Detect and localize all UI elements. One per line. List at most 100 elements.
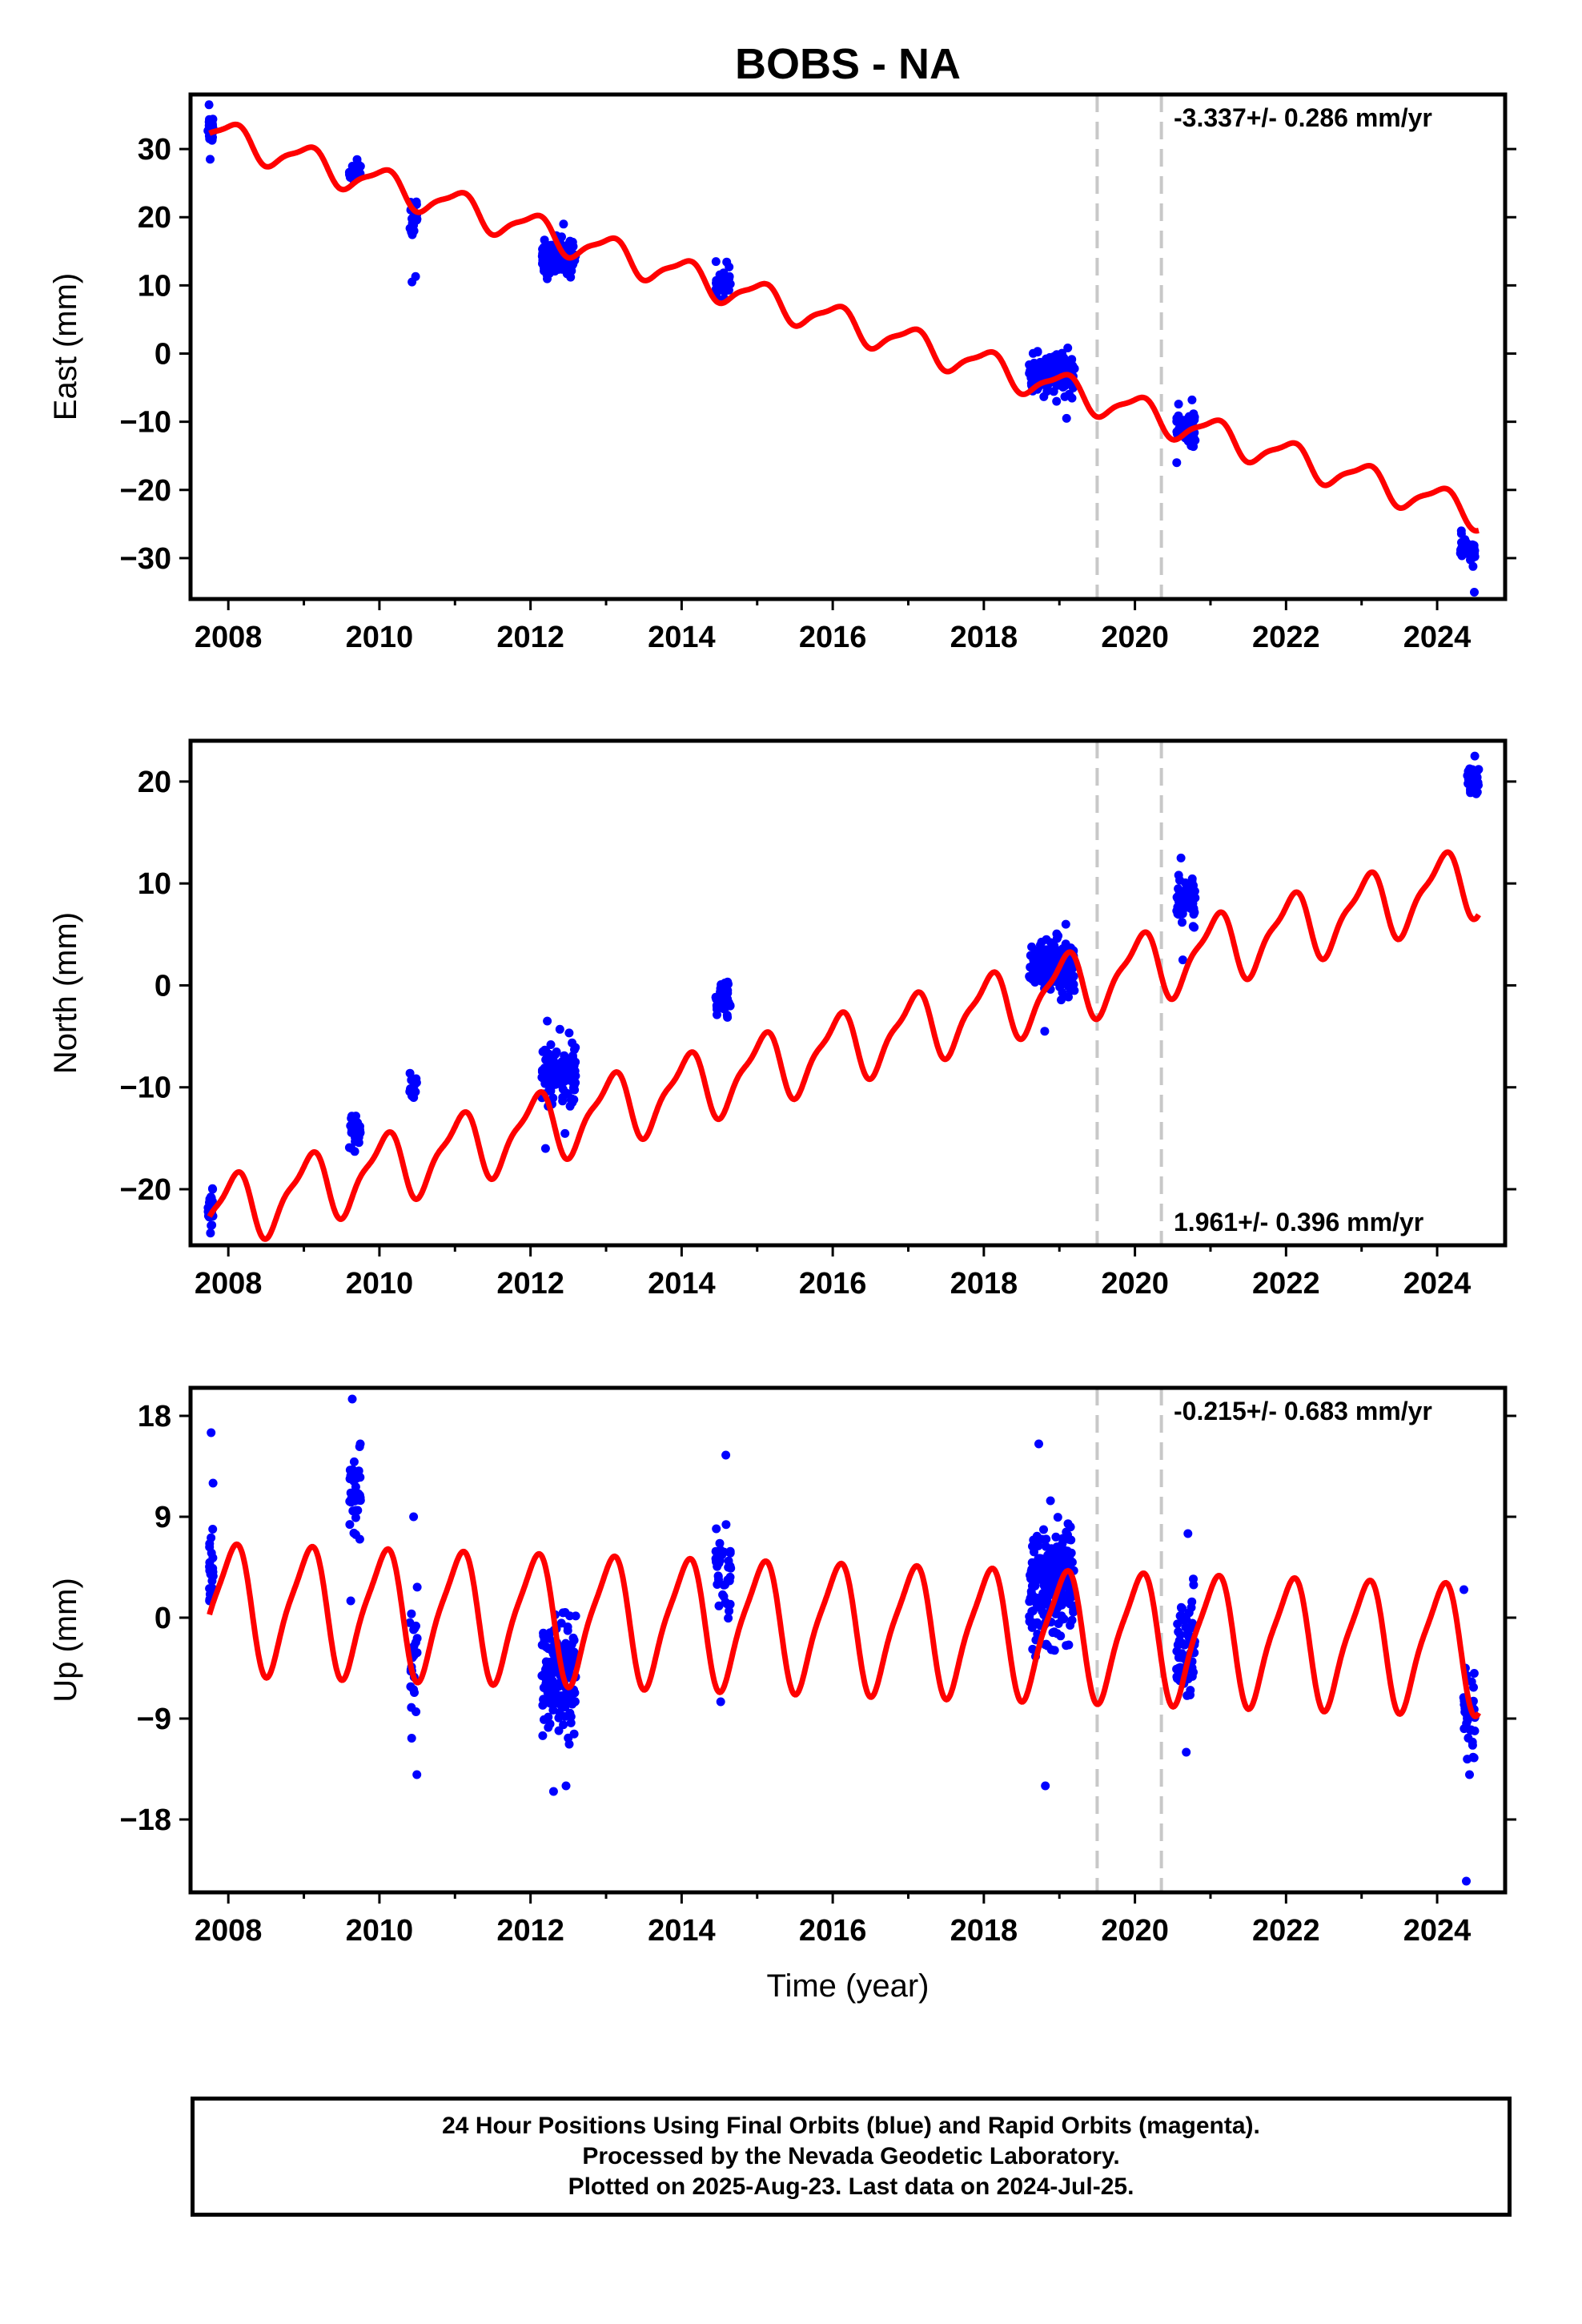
data-point bbox=[537, 1640, 547, 1650]
data-point bbox=[1035, 1595, 1045, 1605]
data-point bbox=[537, 1067, 547, 1076]
data-point bbox=[405, 223, 415, 233]
x-tick-label: 2014 bbox=[648, 621, 716, 654]
data-point bbox=[1042, 1641, 1052, 1651]
data-point bbox=[1184, 1608, 1194, 1618]
data-point bbox=[540, 266, 548, 275]
data-point bbox=[1034, 1439, 1043, 1449]
x-tick-label: 2008 bbox=[195, 1267, 263, 1301]
footer-caption-box: 24 Hour Positions Using Final Orbits (bl… bbox=[191, 2097, 1512, 2217]
y-tick-label: 0 bbox=[155, 969, 171, 1003]
data-point bbox=[1465, 1770, 1474, 1779]
data-point bbox=[1032, 1531, 1042, 1541]
y-tick-label: 9 bbox=[155, 1501, 171, 1534]
data-point bbox=[1175, 875, 1184, 885]
data-point bbox=[347, 1394, 357, 1404]
data-point bbox=[409, 1512, 419, 1522]
data-point bbox=[1042, 387, 1052, 396]
data-point bbox=[406, 1682, 416, 1691]
x-tick-label: 2012 bbox=[496, 1267, 564, 1301]
data-point bbox=[1027, 364, 1037, 373]
data-points bbox=[205, 1394, 1480, 1886]
data-point bbox=[351, 1530, 360, 1539]
data-point bbox=[550, 1050, 559, 1059]
y-tick-label: −9 bbox=[137, 1703, 171, 1736]
data-point bbox=[713, 1557, 722, 1566]
data-point bbox=[412, 1770, 422, 1779]
data-point bbox=[1189, 1574, 1198, 1584]
data-point bbox=[1057, 1600, 1066, 1610]
data-point bbox=[569, 1635, 579, 1645]
data-point bbox=[560, 1128, 570, 1138]
y-tick-label: −20 bbox=[120, 474, 171, 508]
data-point bbox=[558, 1084, 568, 1094]
data-point bbox=[1174, 413, 1184, 423]
data-point bbox=[412, 1634, 422, 1643]
data-point bbox=[351, 1133, 360, 1143]
data-point bbox=[1178, 918, 1186, 927]
footer-line-1: 24 Hour Positions Using Final Orbits (bl… bbox=[442, 2113, 1260, 2139]
data-point bbox=[208, 1184, 218, 1194]
data-point bbox=[1466, 784, 1476, 794]
data-point bbox=[1050, 1646, 1059, 1655]
y-tick-label: −18 bbox=[120, 1803, 171, 1837]
data-point bbox=[716, 1697, 725, 1707]
data-point bbox=[1182, 883, 1191, 893]
data-point bbox=[208, 115, 218, 124]
data-point bbox=[353, 1118, 363, 1128]
data-point bbox=[719, 1591, 729, 1601]
data-point bbox=[344, 1143, 354, 1152]
data-point bbox=[1062, 964, 1071, 974]
data-point bbox=[1460, 1585, 1468, 1594]
data-point bbox=[354, 166, 363, 175]
x-tick-label: 2018 bbox=[950, 1914, 1018, 1948]
panel-1: 2008 2010 2012 2014 2016 2018 2020 2022 20243020… bbox=[48, 40, 1516, 654]
data-point bbox=[557, 1702, 566, 1711]
x-tick-label: 2018 bbox=[950, 621, 1018, 654]
data-point bbox=[1066, 1621, 1075, 1630]
y-axis-label: Up (mm) bbox=[48, 1578, 83, 1703]
data-point bbox=[1190, 415, 1199, 424]
data-point bbox=[1456, 526, 1466, 536]
x-tick-label: 2024 bbox=[1403, 621, 1472, 654]
data-point bbox=[1056, 352, 1066, 361]
x-tick-label: 2008 bbox=[195, 1914, 263, 1948]
data-point bbox=[1464, 1733, 1473, 1743]
data-point bbox=[555, 261, 564, 271]
data-point bbox=[1041, 1542, 1050, 1551]
data-point bbox=[1182, 1691, 1192, 1700]
data-point bbox=[541, 1657, 551, 1667]
data-point bbox=[1060, 1590, 1070, 1600]
data-point bbox=[1030, 372, 1039, 382]
data-point bbox=[205, 1194, 215, 1204]
data-point bbox=[207, 1428, 216, 1437]
y-tick-label: −10 bbox=[120, 406, 171, 440]
y-tick-label: 20 bbox=[138, 766, 171, 799]
data-point bbox=[1038, 369, 1047, 379]
data-point bbox=[354, 1466, 363, 1476]
y-tick-label: 0 bbox=[155, 1602, 171, 1635]
data-point bbox=[721, 996, 731, 1005]
data-point bbox=[1051, 1532, 1061, 1542]
data-point bbox=[716, 1546, 725, 1555]
data-point bbox=[1029, 1573, 1038, 1582]
x-tick-label: 2018 bbox=[950, 1267, 1018, 1301]
data-point bbox=[1058, 944, 1067, 954]
data-point bbox=[1467, 1725, 1476, 1735]
x-tick-label: 2010 bbox=[346, 1914, 414, 1948]
x-tick-label: 2022 bbox=[1252, 1267, 1320, 1301]
data-point bbox=[1048, 1628, 1058, 1638]
chart-title: BOBS - NA bbox=[735, 40, 961, 88]
data-point bbox=[1040, 962, 1050, 971]
data-point bbox=[1052, 396, 1062, 406]
data-point bbox=[1063, 344, 1073, 352]
data-point bbox=[548, 1650, 558, 1659]
footer-line-3: Plotted on 2025-Aug-23. Last data on 202… bbox=[568, 2173, 1134, 2200]
data-point bbox=[412, 197, 421, 207]
data-point bbox=[1046, 1496, 1055, 1506]
data-point bbox=[1040, 1027, 1050, 1036]
x-tick-label: 2014 bbox=[648, 1914, 716, 1948]
data-point bbox=[205, 1542, 215, 1552]
data-point bbox=[564, 1659, 574, 1669]
